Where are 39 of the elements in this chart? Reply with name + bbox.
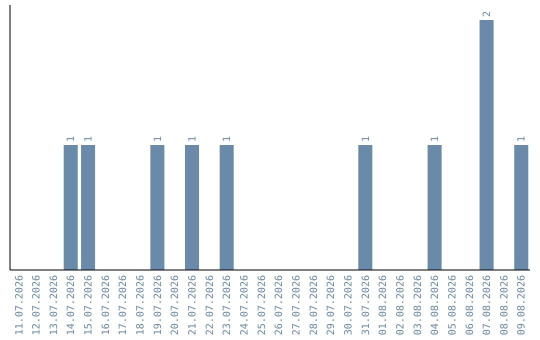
x-tick-label: 14.07.2026 bbox=[66, 275, 78, 336]
x-tick-label: 04.08.2026 bbox=[430, 275, 442, 336]
x-tick-label: 17.07.2026 bbox=[118, 275, 130, 336]
x-tick-label: 23.07.2026 bbox=[222, 275, 234, 336]
x-tick-label: 24.07.2026 bbox=[240, 275, 251, 336]
x-tick-label: 02.08.2026 bbox=[395, 275, 406, 336]
x-tick-label: 07.08.2026 bbox=[482, 275, 494, 336]
x-tick-label: 11.07.2026 bbox=[14, 275, 26, 336]
data-label: 1 bbox=[430, 136, 442, 142]
x-tick-label: 19.07.2026 bbox=[152, 275, 164, 336]
x-tick-label: 28.07.2026 bbox=[308, 275, 320, 336]
data-label: 1 bbox=[152, 136, 164, 142]
x-tick-label: 29.07.2026 bbox=[326, 275, 338, 336]
x-tick-label: 27.07.2026 bbox=[291, 275, 302, 336]
x-tick-label: 21.07.2026 bbox=[188, 275, 199, 336]
data-label: 1 bbox=[222, 136, 234, 142]
data-label: 1 bbox=[66, 136, 78, 142]
x-tick-label: 20.07.2026 bbox=[170, 275, 182, 336]
x-tick-label: 06.08.2026 bbox=[464, 275, 476, 336]
x-tick-label: 09.08.2026 bbox=[516, 275, 528, 336]
x-tick-label: 16.07.2026 bbox=[100, 275, 112, 336]
x-tick-label: 15.07.2026 bbox=[84, 275, 95, 336]
data-label: 1 bbox=[84, 136, 95, 142]
x-tick-label: 31.07.2026 bbox=[360, 275, 372, 336]
x-tick-label: 12.07.2026 bbox=[32, 275, 43, 336]
data-label: 1 bbox=[516, 136, 528, 142]
x-tick-label: 18.07.2026 bbox=[136, 275, 147, 336]
data-label: 1 bbox=[360, 136, 372, 142]
x-tick-label: 08.08.2026 bbox=[499, 275, 510, 336]
x-tick-label: 25.07.2026 bbox=[256, 275, 268, 336]
x-tick-label: 01.08.2026 bbox=[378, 275, 390, 336]
x-tick-label: 03.08.2026 bbox=[412, 275, 424, 336]
data-label: 1 bbox=[188, 136, 199, 142]
x-tick-label: 22.07.2026 bbox=[204, 275, 216, 336]
x-tick-label: 26.07.2026 bbox=[274, 275, 286, 336]
data-label: 2 bbox=[482, 10, 494, 17]
x-tick-label: 30.07.2026 bbox=[343, 275, 354, 336]
x-tick-label: 13.07.2026 bbox=[48, 275, 60, 336]
x-tick-label: 05.08.2026 bbox=[447, 275, 458, 336]
